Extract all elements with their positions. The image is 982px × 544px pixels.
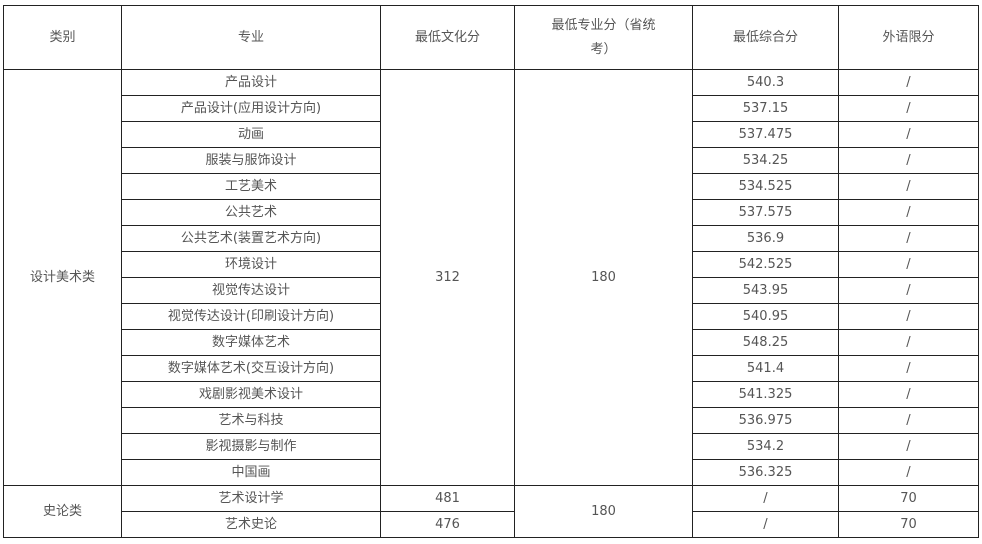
major-cell: 视觉传达设计(印刷设计方向) <box>121 303 381 330</box>
header-row: 类别 专业 最低文化分 最低专业分（省统考） 最低综合分 外语限分 <box>3 5 979 70</box>
major-cell: 动画 <box>121 121 381 148</box>
major-cell: 公共艺术 <box>121 199 381 226</box>
major-cell: 产品设计(应用设计方向) <box>121 95 381 122</box>
header-min-culture-score: 最低文化分 <box>380 5 515 70</box>
foreign-language-cell: / <box>838 147 979 174</box>
major-cell: 影视摄影与制作 <box>121 433 381 460</box>
composite-score-cell: 542.525 <box>692 251 839 278</box>
table-row: 史论类 艺术设计学 481 180/70 <box>3 485 979 538</box>
foreign-language-cell: / <box>838 381 979 408</box>
composite-score-cell: 536.975 <box>692 407 839 434</box>
table-row: 数字媒体艺术(交互设计方向) 541.4/ <box>4 355 979 382</box>
header-foreign-language-limit: 外语限分 <box>838 5 979 70</box>
foreign-language-cell: 70 <box>838 485 979 512</box>
composite-score-cell: 534.525 <box>692 173 839 200</box>
composite-score-cell: 543.95 <box>692 277 839 304</box>
major-cell: 艺术与科技 <box>121 407 381 434</box>
table-row: 艺术与科技 536.975/ <box>4 407 979 434</box>
foreign-language-cell: / <box>838 277 979 304</box>
table-row: 数字媒体艺术 548.25/ <box>4 329 979 356</box>
table-row: 公共艺术 537.575/ <box>4 199 979 226</box>
major-cell: 戏剧影视美术设计 <box>121 381 381 408</box>
header-min-composite-score: 最低综合分 <box>692 5 839 70</box>
header-category: 类别 <box>3 5 122 70</box>
foreign-language-cell: / <box>838 407 979 434</box>
composite-score-cell: 537.475 <box>692 121 839 148</box>
category-cell: 史论类 <box>3 485 122 538</box>
composite-score-cell: / <box>692 511 839 538</box>
foreign-language-cell: / <box>838 459 979 486</box>
foreign-language-cell: / <box>838 95 979 122</box>
foreign-language-cell: / <box>838 329 979 356</box>
major-cell: 工艺美术 <box>121 173 381 200</box>
major-cell: 艺术史论 <box>121 511 381 538</box>
table-row: 视觉传达设计(印刷设计方向) 540.95/ <box>4 303 979 330</box>
major-cell: 产品设计 <box>121 69 381 96</box>
table-row: 设计美术类 产品设计 312 180 540.3/ <box>3 69 979 486</box>
foreign-language-cell: / <box>838 199 979 226</box>
major-score-cell: 180 <box>514 69 693 486</box>
composite-score-cell: 540.3 <box>692 69 839 96</box>
foreign-language-cell: / <box>838 69 979 96</box>
category-cell: 设计美术类 <box>3 69 122 486</box>
composite-score-cell: / <box>692 485 839 512</box>
composite-score-cell: 534.25 <box>692 147 839 174</box>
major-cell: 视觉传达设计 <box>121 277 381 304</box>
foreign-language-cell: 70 <box>838 511 979 538</box>
major-cell: 服装与服饰设计 <box>121 147 381 174</box>
table-row: 产品设计(应用设计方向) 537.15/ <box>4 95 979 122</box>
admission-score-table: 类别 专业 最低文化分 最低专业分（省统考） 最低综合分 外语限分 设计美术类产… <box>3 5 979 538</box>
table-body: 设计美术类 产品设计 312 180 540.3/产品设计(应用设计方向) 537.15/… <box>3 69 979 538</box>
major-cell: 公共艺术(装置艺术方向) <box>121 225 381 252</box>
foreign-language-cell: / <box>838 251 979 278</box>
major-score-cell: 180 <box>514 485 693 538</box>
foreign-language-cell: / <box>838 173 979 200</box>
table-row: 服装与服饰设计 534.25/ <box>4 147 979 174</box>
composite-score-cell: 536.9 <box>692 225 839 252</box>
foreign-language-cell: / <box>838 121 979 148</box>
culture-score-cell: 476 <box>380 511 515 538</box>
table-row: 戏剧影视美术设计 541.325/ <box>4 381 979 408</box>
foreign-language-cell: / <box>838 303 979 330</box>
table-row: 艺术史论 476 /70 <box>4 511 979 538</box>
culture-score-cell: 481 <box>380 485 515 512</box>
major-cell: 中国画 <box>121 459 381 486</box>
composite-score-cell: 548.25 <box>692 329 839 356</box>
composite-score-cell: 537.575 <box>692 199 839 226</box>
composite-score-cell: 534.2 <box>692 433 839 460</box>
table-row: 影视摄影与制作 534.2/ <box>4 433 979 460</box>
table-row: 环境设计 542.525/ <box>4 251 979 278</box>
foreign-language-cell: / <box>838 225 979 252</box>
composite-score-cell: 541.325 <box>692 381 839 408</box>
major-cell: 环境设计 <box>121 251 381 278</box>
foreign-language-cell: / <box>838 355 979 382</box>
culture-score-cell: 312 <box>380 69 515 486</box>
foreign-language-cell: / <box>838 433 979 460</box>
composite-score-cell: 540.95 <box>692 303 839 330</box>
major-cell: 数字媒体艺术 <box>121 329 381 356</box>
major-cell: 艺术设计学 <box>121 485 381 512</box>
table-row: 工艺美术 534.525/ <box>4 173 979 200</box>
major-cell: 数字媒体艺术(交互设计方向) <box>121 355 381 382</box>
composite-score-cell: 541.4 <box>692 355 839 382</box>
header-major: 专业 <box>121 5 381 70</box>
composite-score-cell: 537.15 <box>692 95 839 122</box>
composite-score-cell: 536.325 <box>692 459 839 486</box>
header-min-major-score: 最低专业分（省统考） <box>514 5 693 70</box>
